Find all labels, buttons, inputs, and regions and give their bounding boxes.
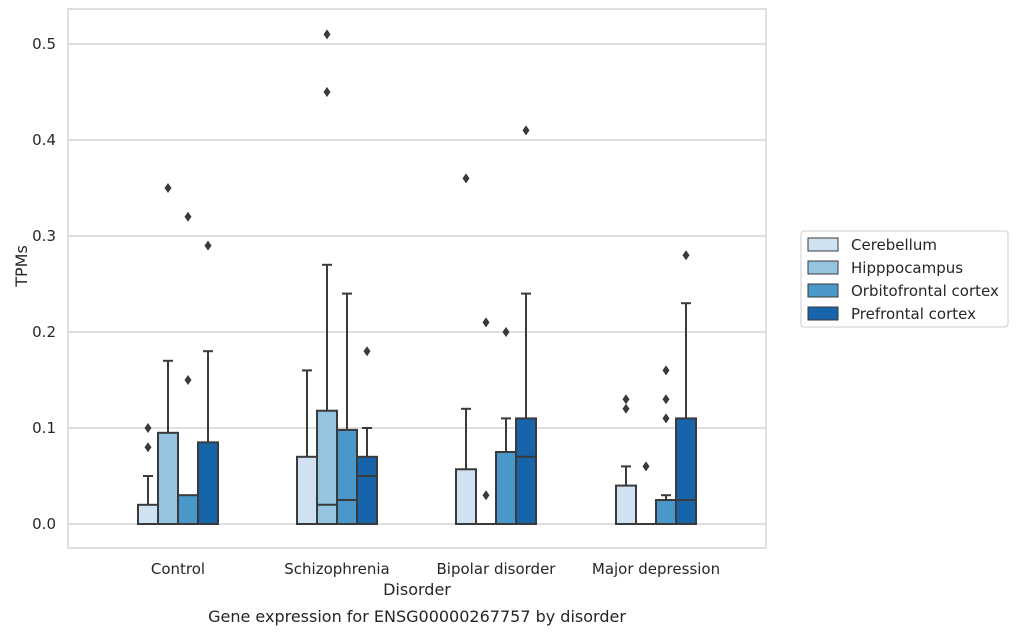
box-iqr [296, 455, 318, 525]
box-orbitofrontal-cortex [495, 327, 517, 525]
box-iqr [336, 428, 358, 526]
y-tick-label: 0.2 [32, 323, 56, 341]
outlier-marker [662, 365, 670, 376]
legend-swatch [807, 260, 839, 275]
outlier-marker [462, 173, 470, 184]
legend-label: Prefrontal cortex [851, 305, 976, 323]
outlier-marker [622, 394, 630, 405]
y-tick-label: 0.1 [32, 419, 56, 437]
outlier-marker [184, 375, 192, 385]
x-tick-label: Bipolar disorder [437, 560, 557, 578]
outlier-marker [144, 423, 152, 433]
outlier-marker [204, 240, 212, 251]
box-hipppocampus [635, 461, 657, 526]
plot-area-frame [67, 8, 767, 549]
y-tick-label: 0.4 [32, 131, 56, 149]
y-axis-ticks: 0.0 0.1 0.2 0.3 0.4 0.5 [32, 35, 56, 533]
outlier-marker [482, 490, 490, 501]
outlier-marker [164, 183, 172, 193]
outlier-marker [662, 394, 670, 405]
legend-swatch [807, 306, 839, 321]
outlier-marker [682, 250, 690, 261]
outlier-marker [662, 413, 670, 424]
box-iqr [495, 451, 517, 525]
box-cerebellum [137, 423, 159, 525]
box-iqr [675, 417, 697, 525]
box-cerebellum [615, 394, 637, 526]
legend-swatch [807, 283, 839, 298]
box-cerebellum [296, 369, 318, 525]
x-tick-label: Major depression [592, 560, 720, 578]
legend-swatch [807, 237, 839, 252]
box-hipppocampus [157, 183, 179, 525]
legend-label: Hipppocampus [851, 259, 963, 277]
box-prefrontal-cortex [356, 346, 378, 525]
box-iqr [177, 494, 199, 526]
outlier-marker [642, 461, 650, 472]
y-axis-label: TPMs [12, 245, 31, 288]
box-iqr [356, 455, 378, 525]
x-axis-label: Disorder [383, 580, 451, 599]
outlier-marker [522, 125, 530, 136]
outlier-marker [622, 403, 630, 414]
x-tick-label: Schizophrenia [284, 560, 389, 578]
y-tick-label: 0.0 [32, 515, 56, 533]
box-iqr [316, 409, 338, 525]
box-iqr [515, 417, 537, 525]
y-tick-label: 0.5 [32, 35, 56, 53]
box-plot-series [137, 29, 697, 526]
box-iqr [137, 503, 159, 525]
legend-label: Cerebellum [851, 236, 937, 254]
box-prefrontal-cortex [197, 240, 219, 525]
x-tick-label: Control [151, 560, 205, 578]
box-iqr [197, 441, 219, 525]
legend-frame [800, 230, 1009, 328]
x-axis-ticks: Control Schizophrenia Bipolar disorder Majo… [151, 560, 720, 578]
box-prefrontal-cortex [675, 250, 697, 525]
outlier-marker [363, 346, 371, 357]
box-iqr [455, 468, 477, 525]
y-tick-label: 0.3 [32, 227, 56, 245]
box-cerebellum [455, 173, 477, 525]
box-iqr [615, 484, 637, 526]
box-hipppocampus [316, 29, 338, 525]
legend: Cerebellum Hipppocampus Orbitofrontal cort… [800, 230, 1009, 328]
box-orbitofrontal-cortex [177, 211, 199, 526]
box-orbitofrontal-cortex [336, 292, 358, 526]
box-iqr [655, 499, 677, 525]
legend-label: Orbitofrontal cortex [851, 282, 999, 300]
outlier-marker [184, 211, 192, 222]
box-orbitofrontal-cortex [655, 365, 677, 525]
outlier-marker [144, 442, 152, 453]
box-iqr [157, 431, 179, 525]
box-hipppocampus [475, 317, 497, 526]
outlier-marker [323, 29, 331, 40]
outlier-marker [323, 87, 331, 97]
chart-caption: Gene expression for ENSG00000267757 by d… [208, 607, 626, 626]
box-prefrontal-cortex [515, 125, 537, 525]
outlier-marker [482, 317, 490, 328]
outlier-marker [502, 327, 510, 337]
